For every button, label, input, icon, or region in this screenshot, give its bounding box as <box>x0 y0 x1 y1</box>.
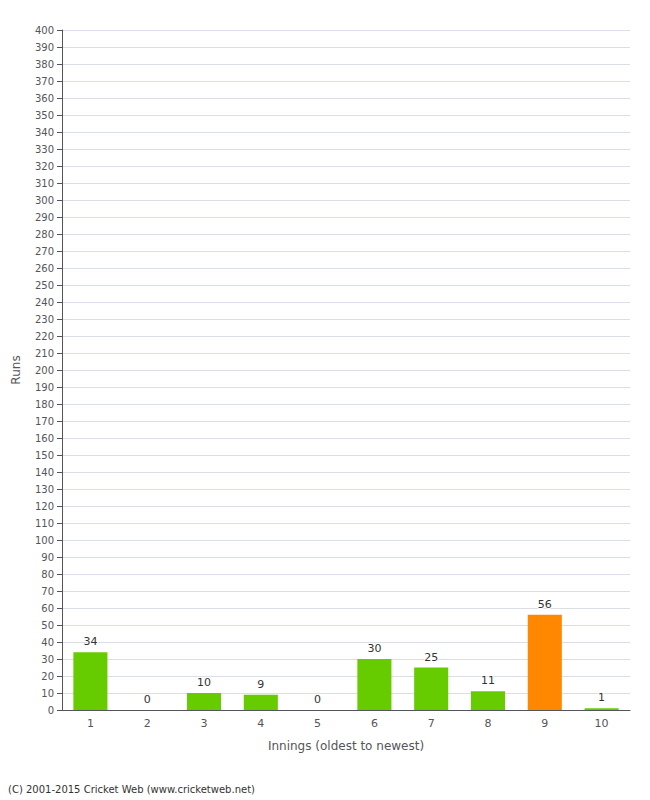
svg-text:380: 380 <box>35 59 54 70</box>
svg-text:40: 40 <box>41 637 54 648</box>
svg-text:6: 6 <box>371 717 378 730</box>
svg-text:25: 25 <box>424 651 438 664</box>
svg-text:30: 30 <box>41 654 54 665</box>
svg-text:0: 0 <box>48 705 54 716</box>
svg-text:280: 280 <box>35 229 54 240</box>
svg-text:200: 200 <box>35 365 54 376</box>
svg-text:5: 5 <box>314 717 321 730</box>
svg-text:50: 50 <box>41 620 54 631</box>
svg-text:0: 0 <box>314 693 321 706</box>
svg-text:3: 3 <box>201 717 208 730</box>
svg-text:9: 9 <box>541 717 548 730</box>
svg-text:350: 350 <box>35 110 54 121</box>
svg-text:90: 90 <box>41 552 54 563</box>
svg-text:320: 320 <box>35 161 54 172</box>
svg-text:Innings (oldest to newest): Innings (oldest to newest) <box>268 739 424 753</box>
svg-text:390: 390 <box>35 42 54 53</box>
svg-text:240: 240 <box>35 297 54 308</box>
svg-text:34: 34 <box>83 635 97 648</box>
svg-text:270: 270 <box>35 246 54 257</box>
svg-text:150: 150 <box>35 450 54 461</box>
svg-text:340: 340 <box>35 127 54 138</box>
svg-text:80: 80 <box>41 569 54 580</box>
svg-text:1: 1 <box>598 691 605 704</box>
svg-text:2: 2 <box>144 717 151 730</box>
svg-text:360: 360 <box>35 93 54 104</box>
svg-text:10: 10 <box>197 676 211 689</box>
svg-text:220: 220 <box>35 331 54 342</box>
svg-text:210: 210 <box>35 348 54 359</box>
svg-text:400: 400 <box>35 25 54 36</box>
svg-text:160: 160 <box>35 433 54 444</box>
svg-text:11: 11 <box>481 674 495 687</box>
svg-text:330: 330 <box>35 144 54 155</box>
svg-text:370: 370 <box>35 76 54 87</box>
svg-text:1: 1 <box>87 717 94 730</box>
svg-text:290: 290 <box>35 212 54 223</box>
svg-text:100: 100 <box>35 535 54 546</box>
svg-text:0: 0 <box>144 693 151 706</box>
svg-text:70: 70 <box>41 586 54 597</box>
svg-text:7: 7 <box>428 717 435 730</box>
svg-text:30: 30 <box>367 642 381 655</box>
svg-text:260: 260 <box>35 263 54 274</box>
svg-text:Runs: Runs <box>9 355 23 384</box>
svg-text:170: 170 <box>35 416 54 427</box>
svg-text:250: 250 <box>35 280 54 291</box>
svg-text:300: 300 <box>35 195 54 206</box>
svg-text:130: 130 <box>35 484 54 495</box>
svg-text:180: 180 <box>35 399 54 410</box>
svg-text:8: 8 <box>485 717 492 730</box>
svg-text:4: 4 <box>257 717 264 730</box>
svg-text:(C) 2001-2015 Cricket Web (www: (C) 2001-2015 Cricket Web (www.cricketwe… <box>8 784 255 795</box>
svg-text:230: 230 <box>35 314 54 325</box>
svg-text:190: 190 <box>35 382 54 393</box>
svg-text:9: 9 <box>257 678 264 691</box>
svg-text:56: 56 <box>538 598 552 611</box>
svg-text:20: 20 <box>41 671 54 682</box>
svg-text:120: 120 <box>35 501 54 512</box>
svg-text:110: 110 <box>35 518 54 529</box>
svg-text:140: 140 <box>35 467 54 478</box>
svg-text:60: 60 <box>41 603 54 614</box>
svg-text:10: 10 <box>41 688 54 699</box>
svg-text:10: 10 <box>595 717 609 730</box>
svg-text:310: 310 <box>35 178 54 189</box>
